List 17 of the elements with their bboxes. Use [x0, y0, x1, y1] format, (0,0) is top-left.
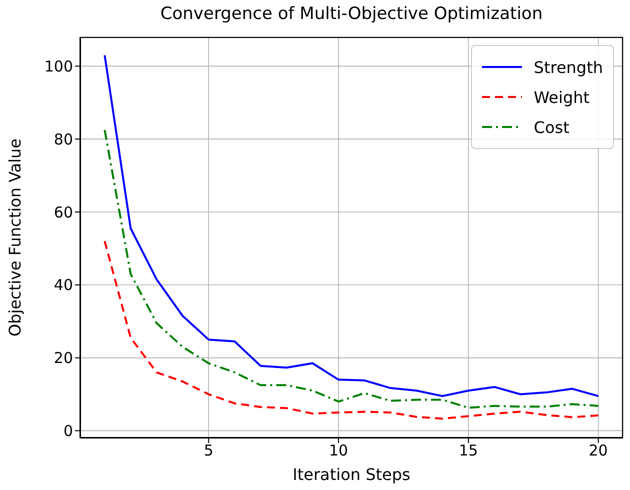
x-axis-title: Iteration Steps — [292, 465, 412, 484]
legend-label: Cost — [534, 118, 570, 136]
y-axis-title: Objective Function Value — [6, 138, 24, 337]
legend-label: Weight — [534, 88, 590, 106]
x-tick-label: 10 — [328, 442, 348, 460]
y-tick-label: 60 — [54, 203, 73, 222]
y-tick-label: 20 — [54, 349, 73, 368]
x-tick-label: 5 — [204, 442, 214, 460]
chart-title: Convergence of Multi-Objective Optimization — [159, 4, 544, 24]
y-tick-label: 100 — [44, 57, 73, 76]
y-tick-label: 80 — [54, 130, 73, 148]
x-tick-label: 20 — [588, 442, 608, 460]
y-tick-label: 0 — [63, 422, 73, 440]
y-tick-label: 40 — [54, 276, 73, 294]
line-series — [104, 240, 600, 420]
legend-label: Strength — [534, 58, 603, 76]
x-tick-label: 15 — [458, 442, 478, 460]
